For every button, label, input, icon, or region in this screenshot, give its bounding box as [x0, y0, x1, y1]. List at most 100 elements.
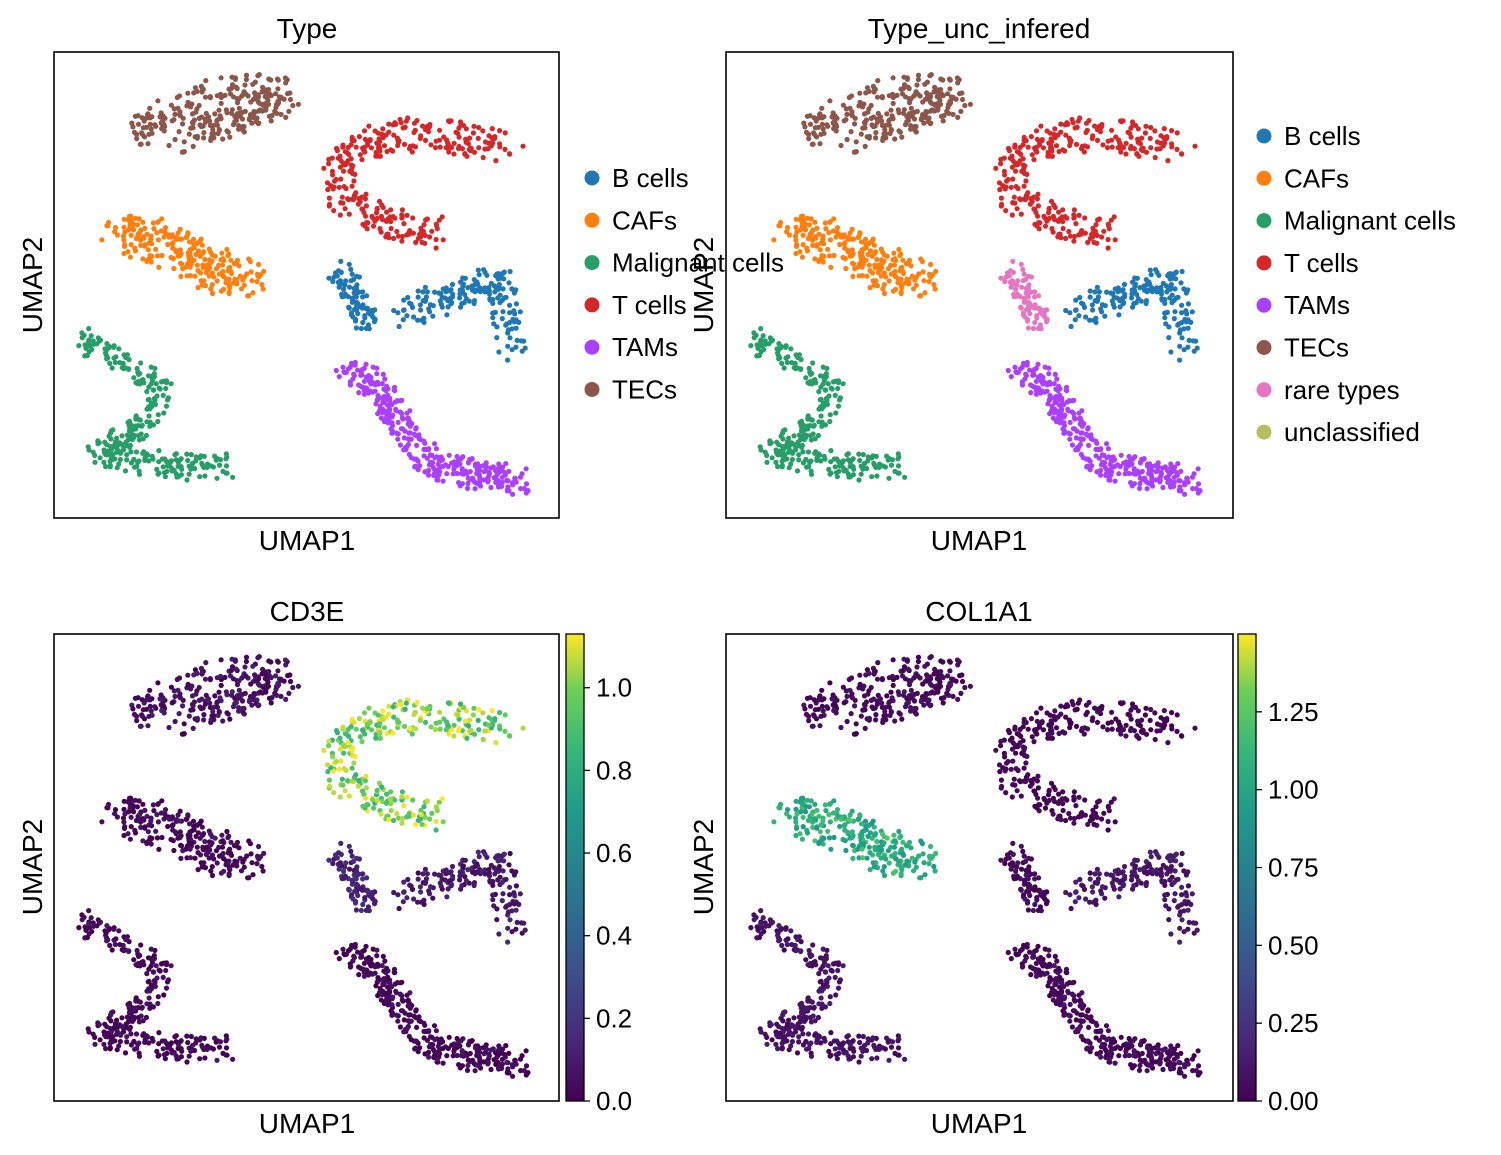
scatter-point — [496, 281, 502, 288]
scatter-point — [399, 212, 405, 218]
scatter-point — [1006, 148, 1013, 154]
scatter-point — [1062, 122, 1068, 128]
scatter-point — [811, 131, 817, 137]
scatter-point — [244, 271, 250, 277]
scatter-point — [513, 344, 519, 350]
scatter-point — [523, 1063, 530, 1069]
scatter-point — [88, 333, 94, 339]
scatter-point — [1023, 276, 1029, 282]
scatter-point — [448, 299, 455, 305]
scatter-point — [1129, 295, 1135, 301]
scatter-point — [168, 963, 174, 969]
scatter-point — [776, 341, 782, 347]
scatter-point — [144, 451, 150, 457]
scatter-point — [137, 370, 143, 377]
scatter-point — [751, 330, 757, 336]
scatter-point — [465, 1062, 471, 1069]
scatter-point — [440, 1039, 446, 1045]
scatter-point — [240, 277, 246, 283]
scatter-point — [499, 316, 505, 322]
scatter-point — [374, 205, 380, 211]
scatter-point — [1093, 319, 1099, 325]
scatter-point — [477, 1058, 483, 1064]
scatter-point — [110, 452, 116, 458]
scatter-point — [769, 337, 776, 343]
scatter-point — [92, 1041, 98, 1047]
scatter-point — [492, 289, 498, 295]
scatter-point — [932, 286, 938, 292]
scatter-point — [823, 374, 830, 380]
scatter-point — [1079, 408, 1085, 414]
scatter-point — [451, 151, 457, 157]
scatter-point — [496, 931, 502, 937]
scatter-point — [1009, 164, 1016, 170]
scatter-point — [127, 1026, 133, 1032]
scatter-point — [236, 845, 242, 851]
scatter-point — [880, 249, 886, 255]
scatter-point — [1148, 124, 1154, 131]
scatter-point — [398, 1008, 404, 1014]
scatter-point — [471, 149, 478, 155]
scatter-points — [76, 654, 531, 1079]
scatter-point — [998, 275, 1004, 281]
scatter-point — [1171, 297, 1177, 303]
scatter-point — [401, 723, 408, 730]
scatter-point — [780, 447, 787, 453]
scatter-point — [216, 844, 222, 851]
scatter-point — [144, 419, 150, 425]
scatter-point — [241, 282, 247, 288]
scatter-point — [134, 136, 140, 142]
scatter-point — [345, 778, 351, 784]
scatter-point — [439, 304, 445, 310]
scatter-point — [198, 453, 204, 459]
scatter-point — [166, 724, 172, 731]
scatter-point — [1181, 480, 1187, 486]
scatter-point — [412, 726, 419, 732]
scatter-point — [120, 233, 127, 239]
scatter-point — [792, 233, 799, 239]
scatter-point — [913, 282, 919, 288]
scatter-point — [510, 898, 516, 905]
scatter-point — [172, 718, 178, 725]
scatter-point — [121, 243, 128, 249]
scatter-point — [908, 110, 914, 116]
scatter-point — [358, 369, 364, 375]
scatter-point — [1007, 279, 1013, 285]
scatter-point — [383, 800, 389, 806]
scatter-point — [499, 879, 505, 885]
scatter-point — [1027, 310, 1033, 317]
scatter-point — [220, 136, 226, 142]
scatter-point — [282, 657, 288, 663]
scatter-point — [381, 143, 388, 149]
scatter-point — [395, 1018, 401, 1024]
scatter-point — [127, 219, 133, 225]
scatter-point — [818, 131, 824, 137]
scatter-point — [146, 713, 152, 719]
scatter-point — [496, 461, 502, 467]
scatter-point — [140, 219, 146, 225]
scatter-point — [437, 127, 443, 133]
scatter-point — [1137, 480, 1143, 487]
scatter-point — [159, 216, 165, 222]
scatter-point — [1078, 430, 1084, 436]
scatter-point — [1123, 464, 1130, 470]
scatter-point — [805, 449, 812, 455]
scatter-point — [250, 112, 256, 118]
scatter-point — [830, 110, 836, 116]
scatter-point — [507, 335, 513, 341]
scatter-point — [455, 727, 462, 734]
scatter-point — [102, 1021, 108, 1027]
scatter-point — [232, 858, 238, 864]
scatter-point — [342, 788, 348, 794]
scatter-point — [1183, 308, 1189, 314]
scatter-point — [190, 236, 197, 242]
scatter-point — [796, 452, 802, 458]
scatter-point — [388, 807, 394, 814]
scatter-point — [197, 474, 203, 480]
scatter-point — [132, 215, 138, 221]
scatter-point — [886, 278, 892, 284]
scatter-point — [771, 237, 777, 243]
scatter-point — [346, 887, 352, 893]
scatter-point — [287, 672, 293, 678]
